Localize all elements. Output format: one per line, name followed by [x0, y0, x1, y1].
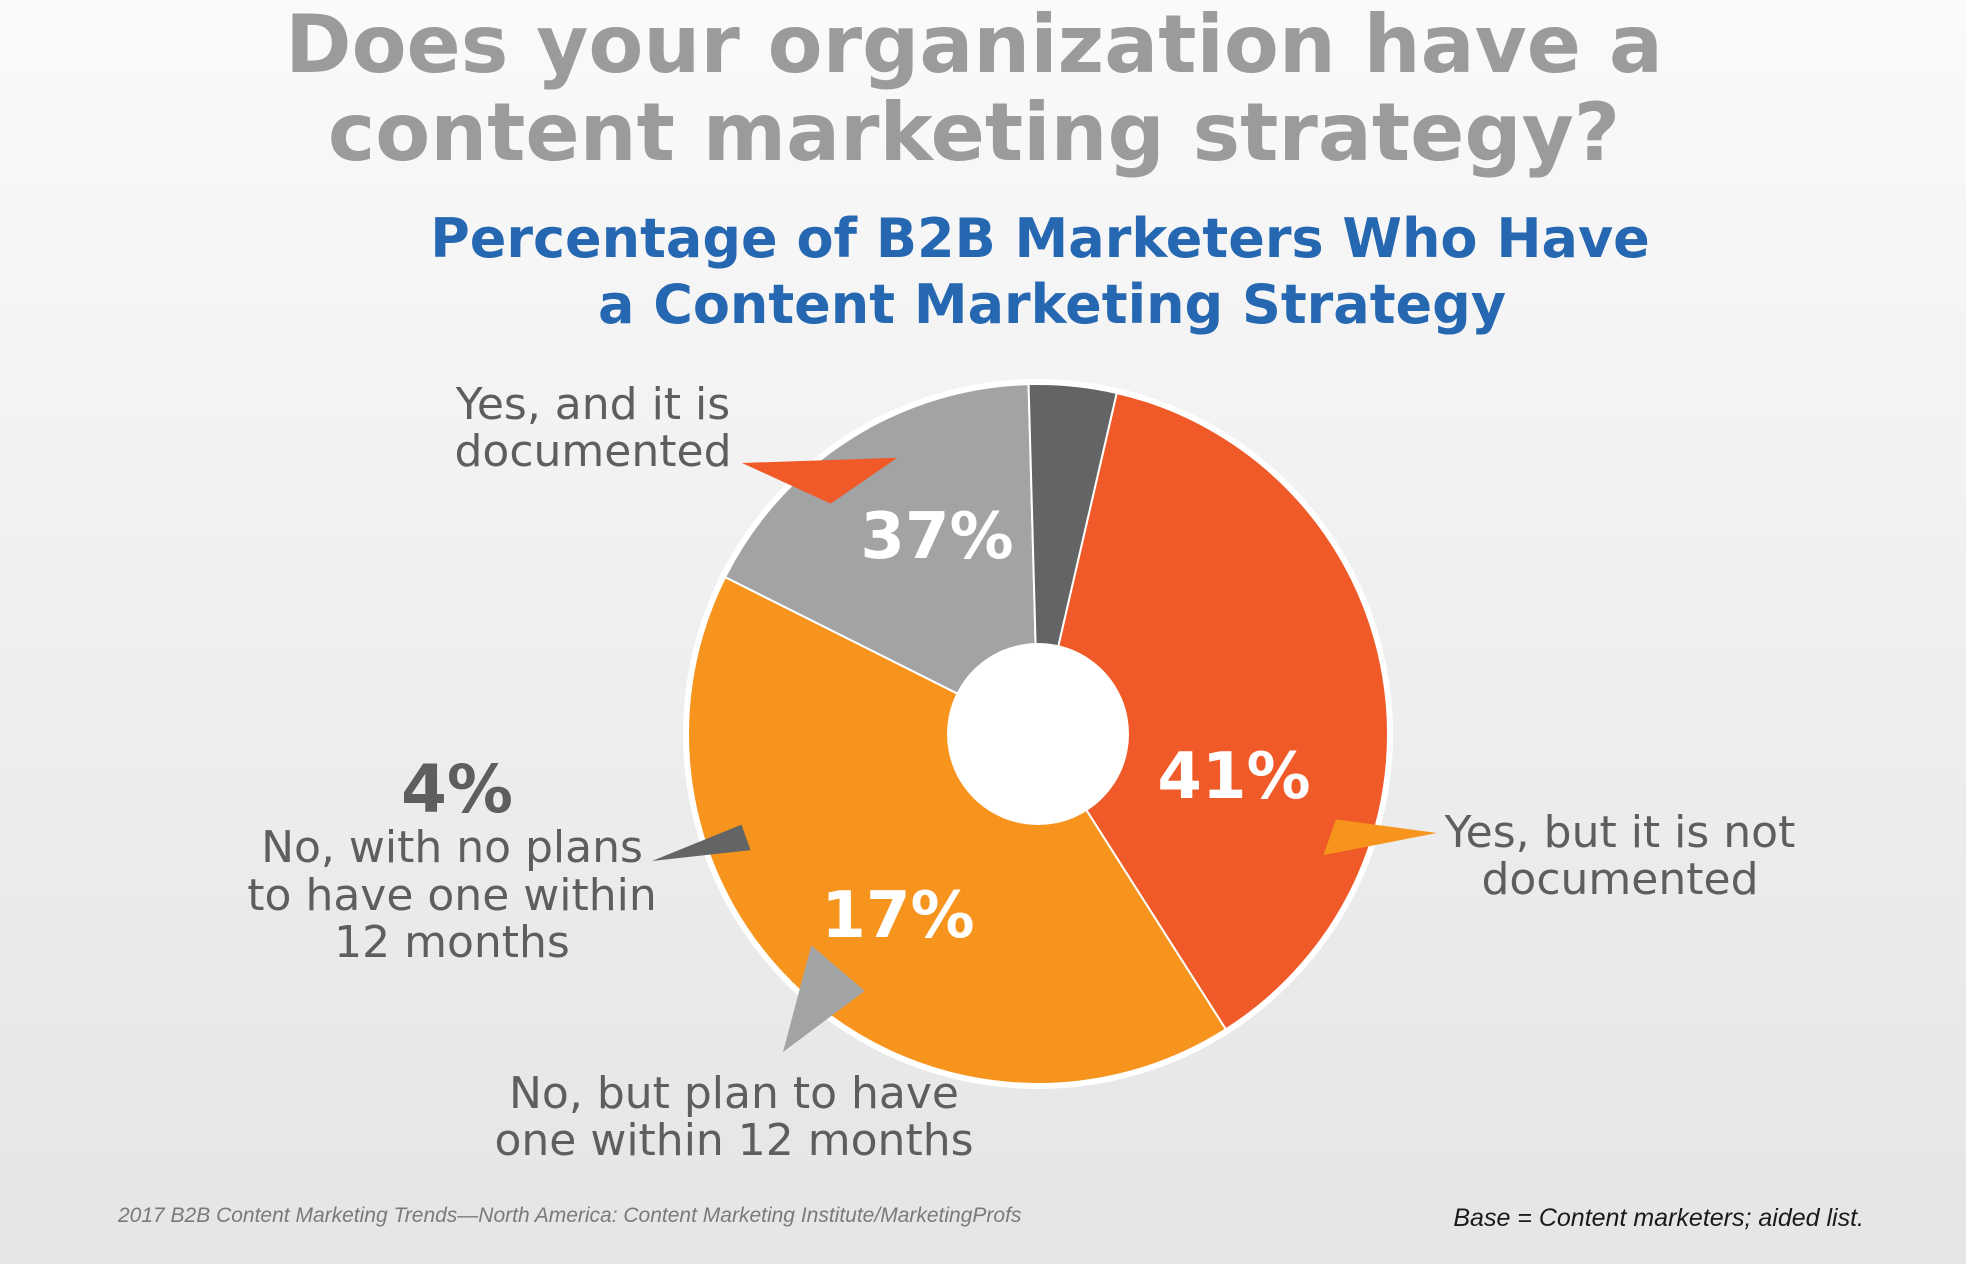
category-label-line: Yes, and it is	[455, 379, 730, 430]
chart-subtitle-line-2: a Content Marketing Strategy	[598, 273, 1506, 336]
callout-pointer-no-but-plan-to-have-one-within-12-months	[783, 945, 865, 1052]
category-label-line: one within 12 months	[494, 1115, 973, 1166]
chart-title-line-2: content marketing strategy?	[328, 86, 1620, 179]
value-label-yes-and-it-is-documented: 37%	[860, 500, 1013, 574]
slice-value-labels: 37% 41% 17% 4%	[401, 500, 1311, 953]
pie-slice-no-but-plan-to-have-one-within-12-months	[723, 383, 1040, 736]
category-label-yes-but-it-is-not-documented: Yes, but it is not documented	[1444, 807, 1796, 905]
category-label-line: 12 months	[334, 917, 570, 968]
chart-subtitle-line-1: Percentage of B2B Marketers Who Have	[430, 207, 1650, 270]
value-label-no-but-plan-to-have-one-within-12-months: 17%	[821, 879, 974, 953]
category-label-line: documented	[455, 426, 732, 477]
value-label-no-with-no-plans-to-have-one-within-12-months: 4%	[401, 751, 513, 828]
value-label-yes-but-it-is-not-documented: 41%	[1157, 740, 1310, 814]
category-label-line: Yes, but it is not	[1444, 807, 1796, 858]
source-footnote: 2017 B2B Content Marketing Trends—North …	[117, 1204, 1022, 1227]
slice-callouts	[652, 457, 1437, 1052]
category-label-line: to have one within	[247, 870, 656, 921]
category-label-no-but-plan-to-have-one-within-12-months: No, but plan to have one within 12 months	[494, 1068, 973, 1166]
category-label-line: No, but plan to have	[509, 1068, 959, 1119]
donut-hole	[947, 643, 1129, 825]
callout-pointer-no-with-no-plans-to-have-one-within-12-months	[652, 824, 751, 861]
category-label-line: documented	[1482, 854, 1759, 905]
chart-title-line-1: Does your organization have a	[285, 0, 1663, 91]
callout-pointer-yes-and-it-is-documented	[742, 457, 898, 504]
category-label-no-with-no-plans-to-have-one-within-12-months: No, with no plans to have one within 12 mo…	[247, 822, 656, 968]
callout-pointer-yes-but-it-is-not-documented	[1323, 819, 1437, 856]
category-label-line: No, with no plans	[261, 822, 643, 873]
category-label-yes-and-it-is-documented: Yes, and it is documented	[455, 379, 732, 477]
base-footnote: Base = Content marketers; aided list.	[1453, 1204, 1864, 1232]
